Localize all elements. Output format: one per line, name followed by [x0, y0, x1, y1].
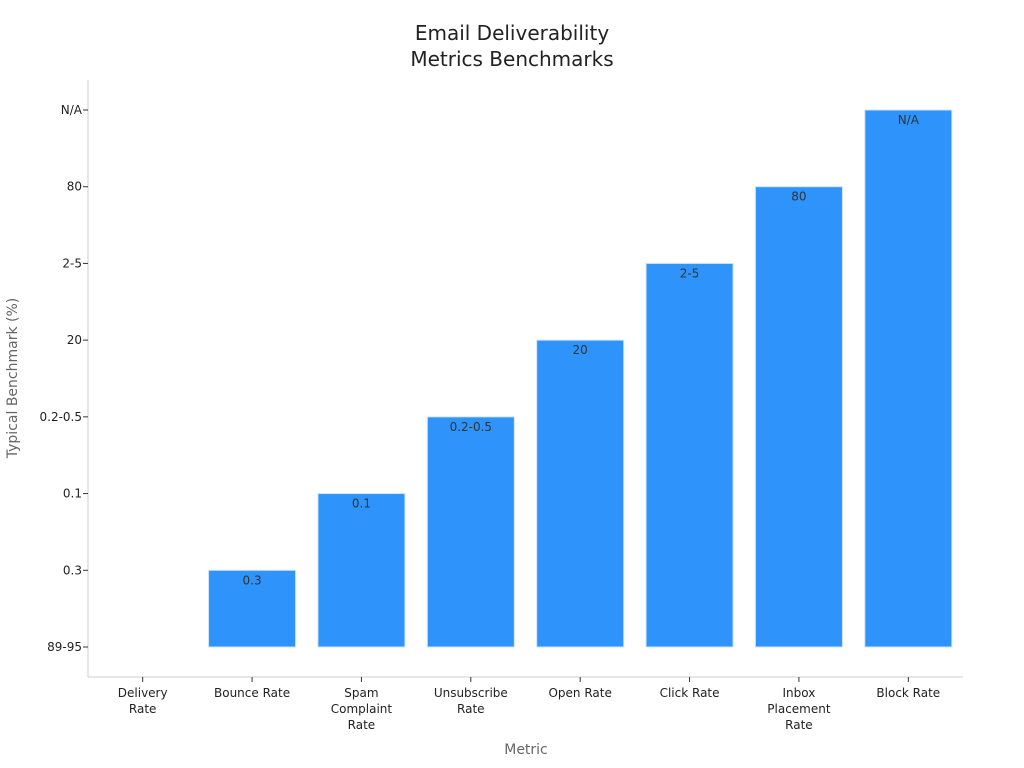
y-tick-label: 20	[67, 333, 82, 347]
data-label: 0.1	[352, 497, 371, 511]
bar	[208, 569, 297, 648]
x-tick-label: Open Rate	[548, 686, 612, 700]
y-tick-label: 89-95	[47, 640, 82, 654]
x-tick-label: Spam Complaint Rate	[330, 686, 393, 732]
bar	[645, 262, 734, 648]
bar	[536, 339, 625, 648]
x-tick-label: Delivery Rate	[117, 686, 168, 716]
y-tick-label: 0.3	[63, 563, 82, 577]
data-label: 0.3	[243, 573, 262, 587]
x-tick-label: Block Rate	[876, 686, 941, 700]
x-axis-label: Metric	[504, 742, 548, 758]
data-label: N/A	[898, 113, 920, 127]
bar	[317, 493, 406, 648]
bar	[864, 109, 953, 648]
data-label: 20	[573, 343, 588, 357]
x-tick-label: Bounce Rate	[214, 686, 291, 700]
y-tick-label: 0.2-0.5	[40, 410, 83, 424]
data-label: 0.2-0.5	[450, 420, 493, 434]
bar	[754, 186, 843, 648]
chart-title: Email Deliverability Metrics Benchmarks	[410, 21, 614, 71]
y-axis-label: Typical Benchmark (%)	[5, 297, 21, 459]
data-label: 80	[791, 190, 806, 204]
x-tick-label: Unsubscribe Rate	[433, 686, 508, 716]
x-tick-label: Inbox Placement Rate	[767, 686, 831, 732]
x-tick-label: Click Rate	[659, 686, 720, 700]
y-tick-label: 80	[67, 180, 82, 194]
y-tick-label: 0.1	[63, 487, 82, 501]
bar	[426, 416, 515, 648]
y-tick-label: 2-5	[62, 256, 82, 270]
y-tick-label: N/A	[61, 103, 83, 117]
data-label: 2-5	[680, 266, 700, 280]
